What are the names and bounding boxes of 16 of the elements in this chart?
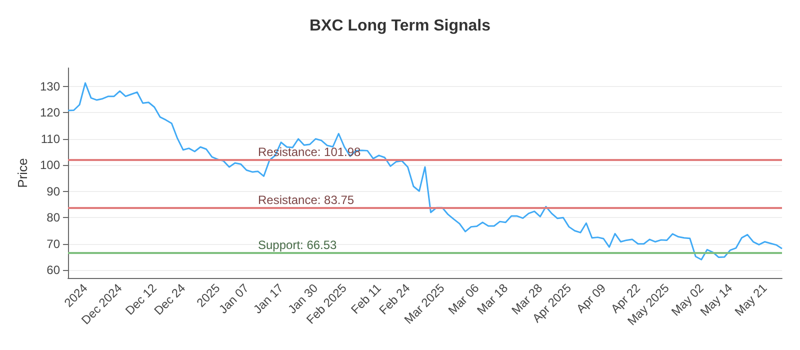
y-tick-label: 70 <box>46 236 60 251</box>
ref-line-label: Resistance: 83.75 <box>258 192 354 207</box>
y-tick-label: 80 <box>46 210 60 225</box>
line-series <box>67 82 783 260</box>
y-tick-label: 110 <box>40 132 60 146</box>
chart-title: BXC Long Term Signals <box>309 18 491 34</box>
ref-line-label: Support: 66.53 <box>258 238 338 252</box>
y-tick-label: 60 <box>46 263 60 278</box>
y-tick-label: 120 <box>40 106 60 120</box>
y-tick-label: 130 <box>40 79 60 94</box>
x-tick-label: May 21 <box>732 280 770 319</box>
y-axis-title: Price <box>15 158 30 188</box>
y-tick-label: 90 <box>46 184 60 198</box>
y-tick-label: 100 <box>40 158 60 172</box>
x-tick-label: Jan 17 <box>250 280 286 316</box>
x-tick-label: Apr 09 <box>574 280 609 316</box>
